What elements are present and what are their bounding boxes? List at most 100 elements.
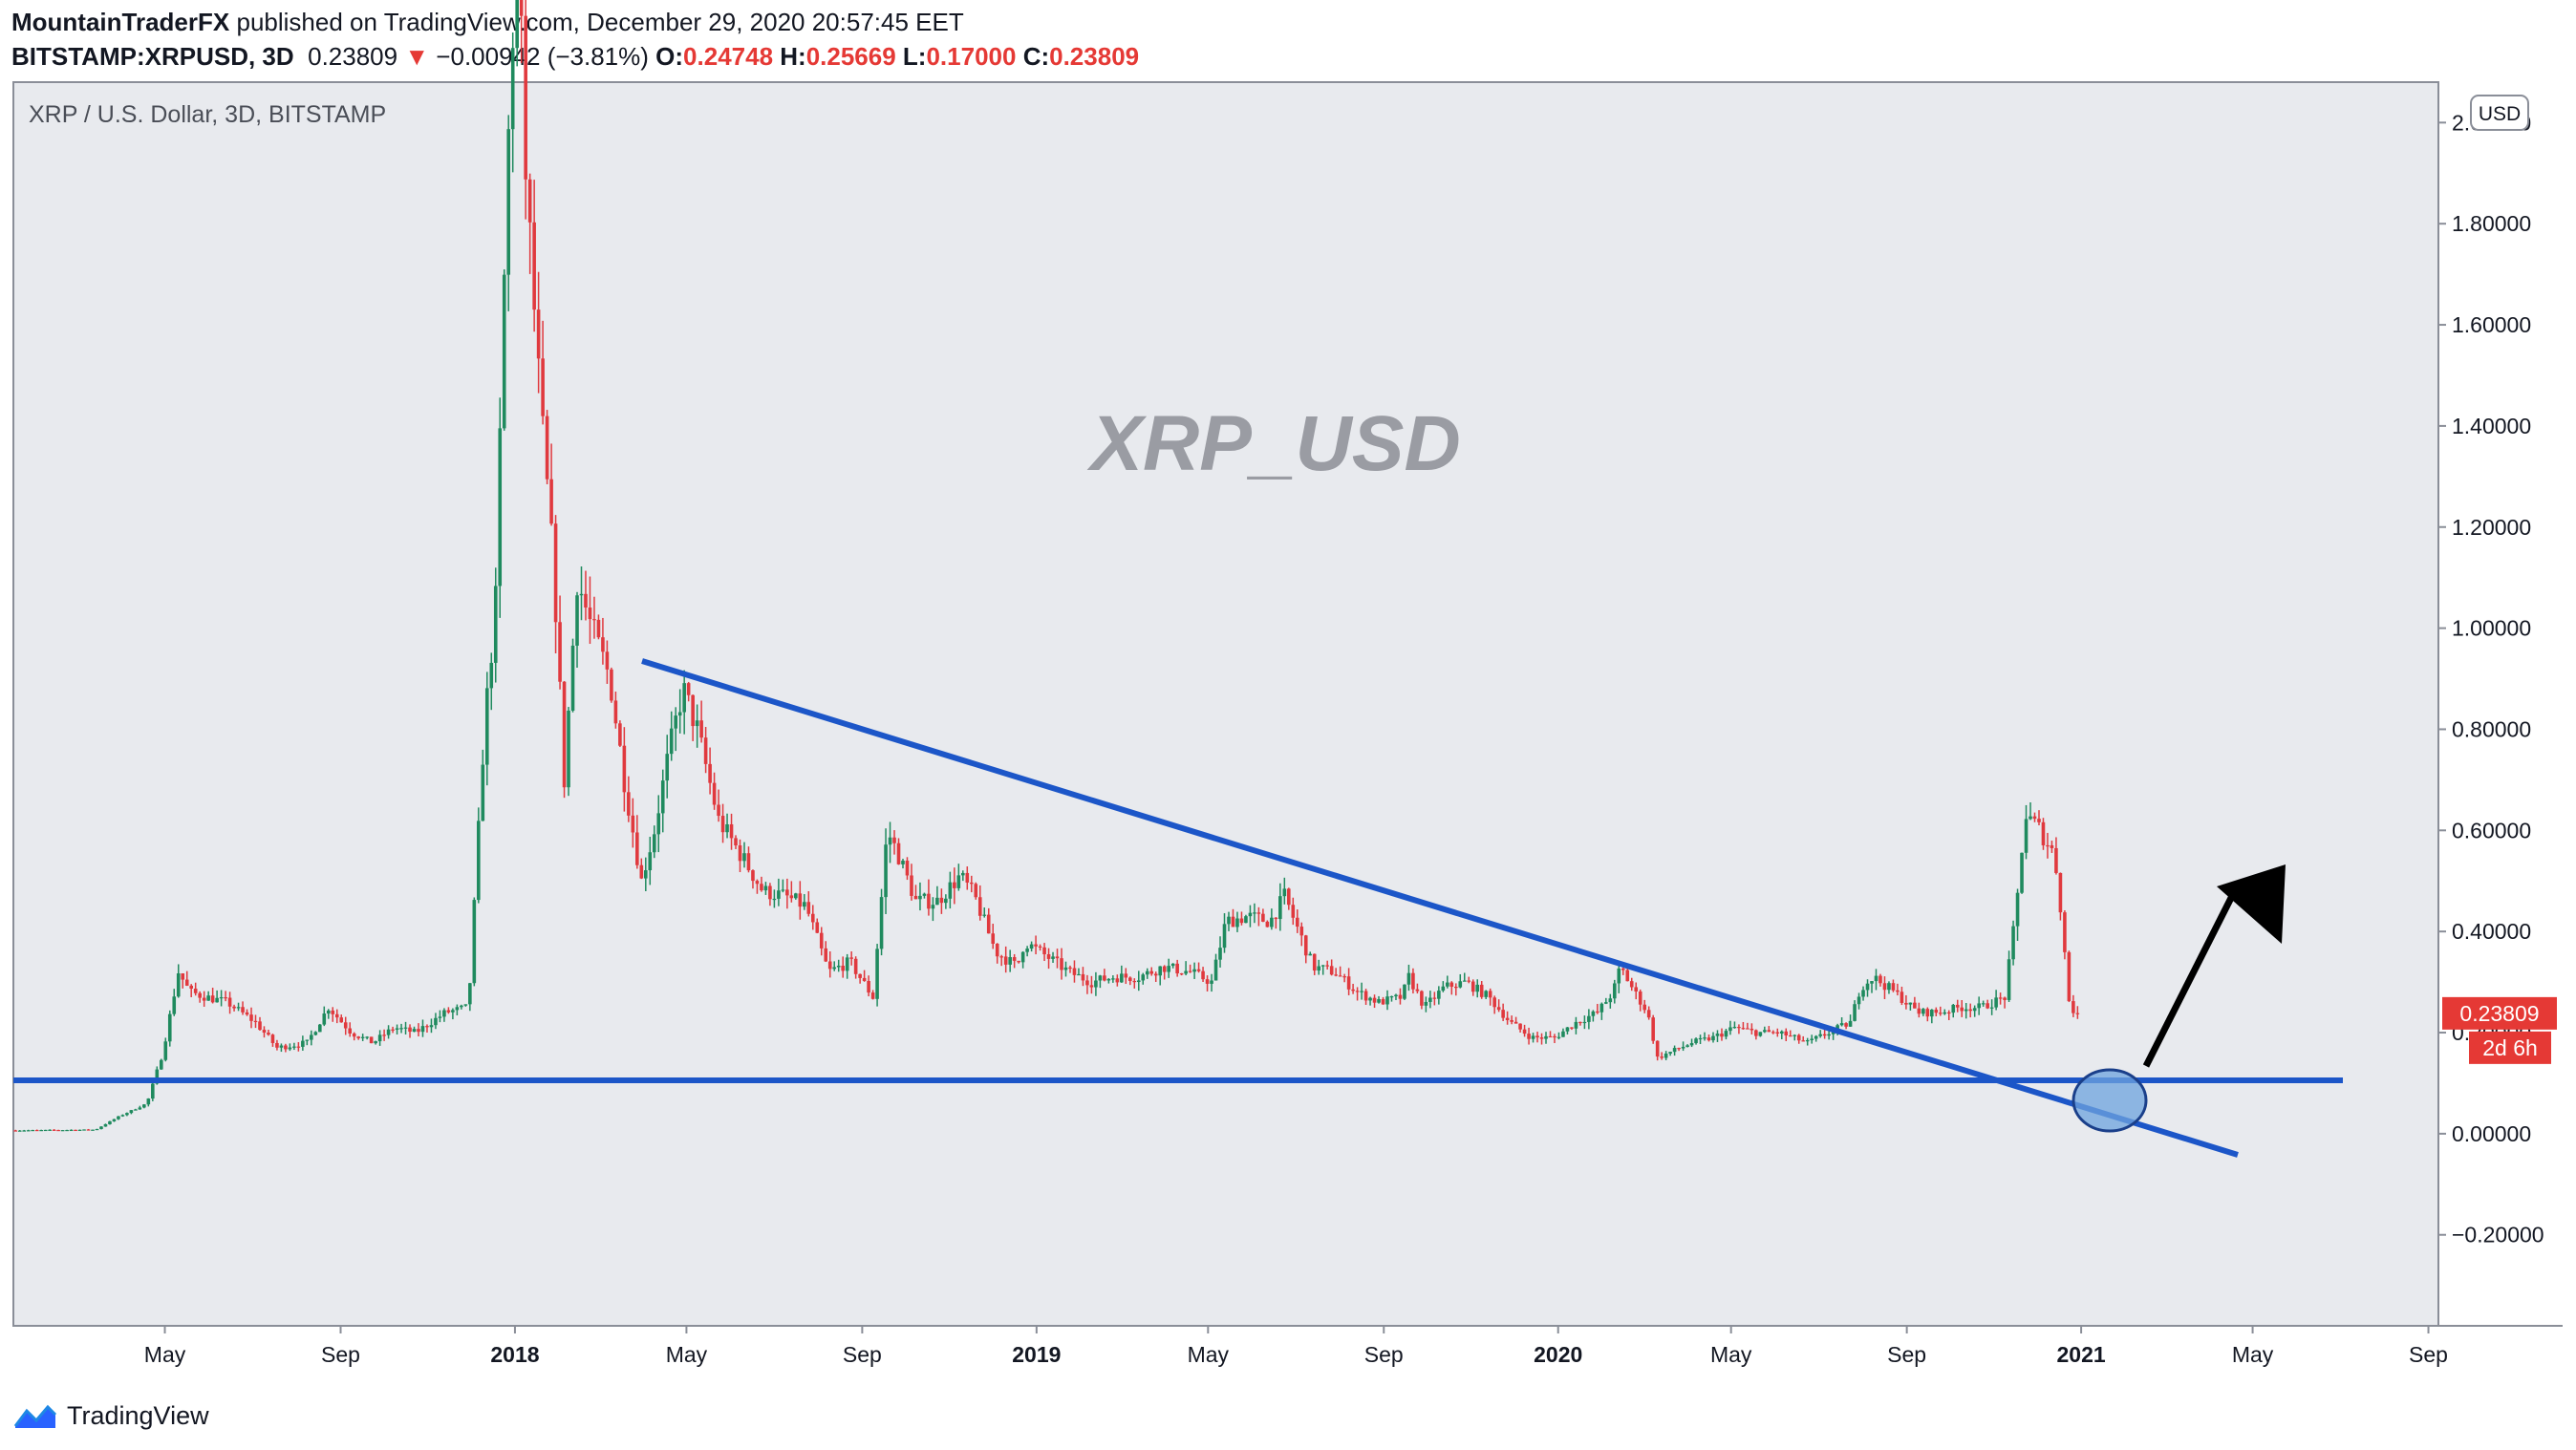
candle-body <box>832 967 837 970</box>
symbol-label[interactable]: BITSTAMP:XRPUSD, 3D <box>11 42 294 71</box>
candle-body <box>1981 1003 1986 1005</box>
candle-body <box>463 1004 468 1006</box>
candle <box>112 1119 117 1122</box>
candle-body <box>1368 997 1372 1001</box>
candle <box>1754 1029 1758 1040</box>
candle-body <box>1596 1011 1599 1013</box>
candle-body <box>1994 997 1998 1008</box>
candle <box>477 807 481 904</box>
candle <box>1608 993 1613 1009</box>
candle <box>284 1043 288 1053</box>
candle <box>1488 988 1492 1006</box>
candle <box>184 970 189 987</box>
candle-body <box>1453 987 1458 989</box>
candle <box>39 1129 43 1132</box>
candle <box>1853 1000 1857 1022</box>
currency-badge[interactable] <box>2470 95 2529 131</box>
candle-body <box>1060 958 1063 970</box>
breakout-circle[interactable] <box>2072 1068 2148 1133</box>
candle <box>1904 994 1908 1010</box>
candle <box>1522 1024 1527 1037</box>
candle-body <box>377 1034 382 1042</box>
author-name[interactable]: MountainTraderFX <box>11 8 230 36</box>
candle-body <box>52 1129 56 1131</box>
candle-body <box>1042 947 1046 955</box>
y-tick-label: 1.80000 <box>2452 211 2531 236</box>
candle <box>1839 1017 1844 1027</box>
tradingview-brand[interactable]: TradingView <box>67 1400 209 1430</box>
candle <box>99 1126 103 1130</box>
candle-body <box>292 1046 296 1048</box>
candle <box>245 1009 249 1016</box>
candle-body <box>1779 1031 1784 1034</box>
candle-body <box>2029 816 2032 820</box>
plot-area[interactable] <box>12 81 2439 1327</box>
candle <box>1141 972 1146 985</box>
descending-trendline[interactable] <box>641 658 2239 1158</box>
drawings[interactable] <box>13 658 2343 1158</box>
candle <box>746 846 751 873</box>
candle-body <box>1724 1031 1728 1037</box>
candle-body <box>1149 970 1154 974</box>
candle-body <box>163 1041 168 1060</box>
candle <box>189 984 193 998</box>
candle-body <box>1077 973 1081 976</box>
candle-body <box>258 1021 262 1031</box>
candle-body <box>1672 1048 1677 1053</box>
candle <box>232 1004 236 1012</box>
candle <box>1591 1010 1596 1022</box>
candle-body <box>1505 1017 1510 1020</box>
candle <box>695 704 699 748</box>
candle-body <box>1320 965 1325 967</box>
chart-legend-title[interactable]: XRP / U.S. Dollar, 3D, BITSTAMP <box>29 101 386 128</box>
candle-body <box>610 669 613 701</box>
candle-body <box>382 1034 386 1036</box>
candle-body <box>1475 984 1480 992</box>
candle-body <box>334 1013 339 1018</box>
candle <box>451 1008 455 1020</box>
candle <box>1788 1030 1792 1037</box>
candle <box>1664 1051 1668 1060</box>
candle <box>502 268 506 431</box>
candle-body <box>986 914 991 934</box>
candle <box>1325 960 1329 970</box>
candle-body <box>853 958 858 974</box>
candle <box>944 894 948 909</box>
candle <box>1025 946 1029 957</box>
candle-body <box>1501 1010 1505 1018</box>
candle-body <box>1715 1034 1720 1036</box>
candle <box>1908 1002 1913 1011</box>
candle-body <box>1763 1030 1767 1033</box>
candle-body <box>982 914 987 916</box>
arrow-head-icon[interactable] <box>2217 864 2286 944</box>
candle <box>1827 1030 1831 1040</box>
candle-body <box>1355 991 1360 992</box>
candle <box>455 1004 460 1015</box>
arrow-shaft[interactable] <box>2142 894 2236 1068</box>
candle-body <box>601 637 605 652</box>
candle-body <box>1145 970 1149 975</box>
candle <box>703 727 708 774</box>
candle-body <box>245 1012 249 1015</box>
candle-body <box>1213 959 1218 981</box>
candle-body <box>305 1039 310 1041</box>
candle-body <box>867 980 870 993</box>
candle <box>2020 852 2024 894</box>
candle-body <box>1664 1053 1668 1058</box>
candle <box>468 983 472 1012</box>
candle <box>1587 1009 1591 1030</box>
close-label: C: <box>1022 42 1050 71</box>
candle <box>125 1112 129 1117</box>
candle-body <box>1913 1002 1917 1009</box>
candle-body <box>74 1129 77 1132</box>
candle <box>74 1129 77 1132</box>
candle-body <box>1346 976 1351 990</box>
candle <box>1094 971 1098 996</box>
candle <box>999 954 1003 967</box>
tradingview-footer[interactable]: TradingView <box>13 1397 209 1435</box>
candle-body <box>819 932 824 949</box>
candle <box>927 879 931 916</box>
candle-body <box>451 1010 455 1013</box>
candle-body <box>151 1083 155 1099</box>
